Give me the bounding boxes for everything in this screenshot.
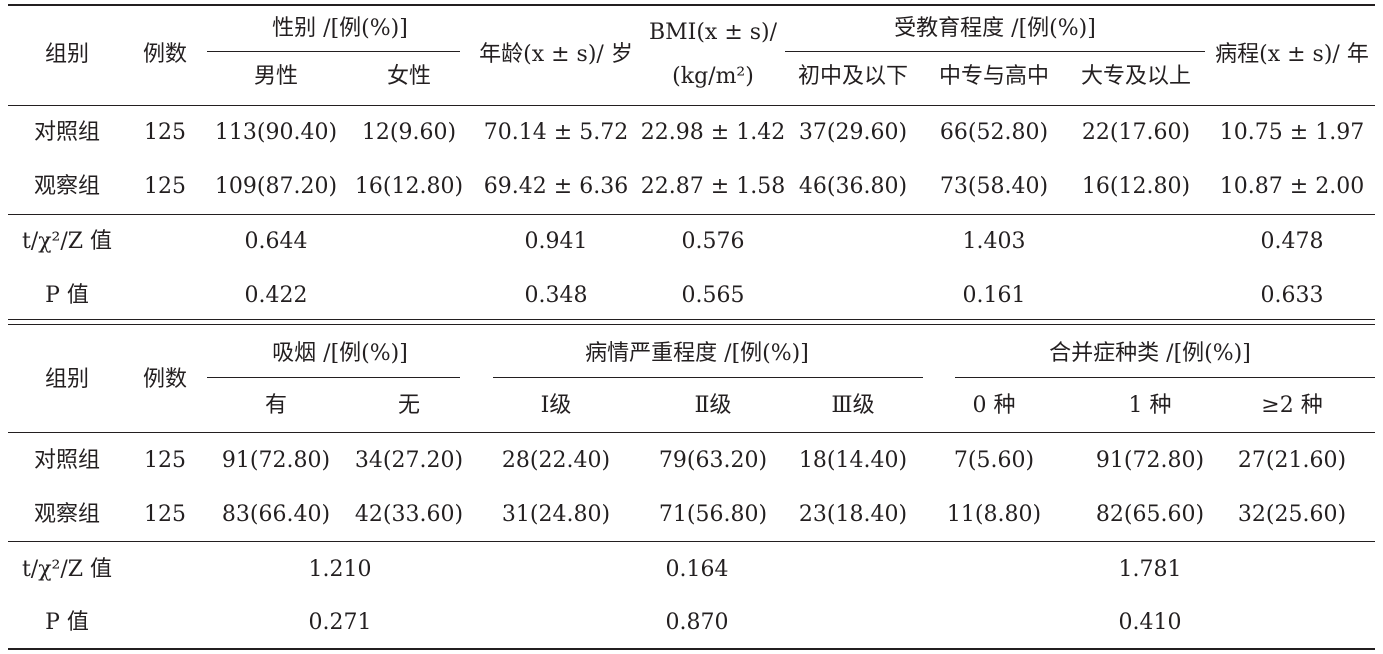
t1-p-education: 0.161 <box>962 283 1026 308</box>
table2-body-rule <box>8 541 1375 542</box>
table-divider-rule-2 <box>8 324 1375 325</box>
severity-span-rule <box>493 377 923 378</box>
t1-p-age: 0.348 <box>524 283 588 308</box>
t2-row2-group: 观察组 <box>33 502 101 527</box>
t2-row1-cases: 125 <box>144 448 186 473</box>
header-group: 组别 <box>44 42 90 67</box>
t1-p-gender: 0.422 <box>244 283 308 308</box>
header-age: 年龄(x ± s)/ 岁 <box>479 42 633 67</box>
t2-p-label: P 值 <box>45 610 89 635</box>
comorbidity-span-rule <box>955 377 1375 378</box>
t1-row2-bmi: 22.87 ± 1.58 <box>640 174 786 199</box>
t1-row2-edu-senior: 73(58.40) <box>939 174 1049 199</box>
t1-stat-education: 1.403 <box>962 229 1026 254</box>
table1-top-rule <box>8 4 1375 6</box>
header-grade3: Ⅲ级 <box>831 393 875 418</box>
t2-row2-comorb0: 11(8.80) <box>946 502 1042 527</box>
table2-header-rule <box>8 432 1375 433</box>
t1-row1-age: 70.14 ± 5.72 <box>483 120 629 145</box>
t2-row1-comorb0: 7(5.60) <box>953 448 1035 473</box>
t1-row2-age: 69.42 ± 6.36 <box>483 174 629 199</box>
t2-stat-comorbidity: 1.781 <box>1118 557 1182 582</box>
t1-stat-bmi: 0.576 <box>681 229 745 254</box>
t2-row1-comorb2: 27(21.60) <box>1237 448 1347 473</box>
t1-row2-edu-college: 16(12.80) <box>1081 174 1191 199</box>
header-comorbidity-0: 0 种 <box>972 393 1016 418</box>
t2-row2-grade1: 31(24.80) <box>501 502 611 527</box>
t1-p-course: 0.633 <box>1260 283 1324 308</box>
header-grade1: Ⅰ级 <box>540 393 572 418</box>
t1-stat-gender: 0.644 <box>244 229 308 254</box>
t2-row2-comorb1: 82(65.60) <box>1095 502 1205 527</box>
header-smoking: 吸烟 /[例(%)] <box>272 341 408 366</box>
t2-p-smoking: 0.271 <box>308 610 372 635</box>
t2-stat-smoking: 1.210 <box>308 557 372 582</box>
t2-p-comorbidity: 0.410 <box>1118 610 1182 635</box>
t1-row1-edu-college: 22(17.60) <box>1081 120 1191 145</box>
header-bmi-unit: (kg/m²) <box>672 64 754 89</box>
t2-row1-comorb1: 91(72.80) <box>1095 448 1205 473</box>
t1-row2-course: 10.87 ± 2.00 <box>1219 174 1365 199</box>
table2-bottom-rule <box>8 648 1375 650</box>
t2-row2-grade2: 71(56.80) <box>658 502 768 527</box>
t2-stat-severity: 0.164 <box>665 557 729 582</box>
header-bmi: BMI(x ± s)/ <box>648 20 778 45</box>
t2-stat-label: t/χ²/Z 值 <box>21 557 113 582</box>
t1-stat-label: t/χ²/Z 值 <box>21 229 113 254</box>
header-edu-college: 大专及以上 <box>1080 64 1192 89</box>
header-female: 女性 <box>386 64 432 89</box>
t2-row2-smoke-no: 42(33.60) <box>354 502 464 527</box>
t1-row2-female: 16(12.80) <box>354 174 464 199</box>
t2-p-severity: 0.870 <box>665 610 729 635</box>
table1-header-rule <box>8 105 1375 106</box>
header-comorbidity-2: ≥2 种 <box>1261 393 1323 418</box>
gender-span-rule <box>207 51 460 52</box>
t1-row1-male: 113(90.40) <box>214 120 338 145</box>
t1-stat-course: 0.478 <box>1260 229 1324 254</box>
header-edu-senior: 中专与高中 <box>938 64 1050 89</box>
t2-row2-comorb2: 32(25.60) <box>1237 502 1347 527</box>
t1-row1-course: 10.75 ± 1.97 <box>1219 120 1365 145</box>
t1-row2-edu-junior: 46(36.80) <box>798 174 908 199</box>
t2-row1-grade1: 28(22.40) <box>501 448 611 473</box>
t1-row1-female: 12(9.60) <box>361 120 457 145</box>
t2-row1-smoke-yes: 91(72.80) <box>221 448 331 473</box>
header-comorbidity: 合并症种类 /[例(%)] <box>1049 341 1251 366</box>
t1-row2-male: 109(87.20) <box>214 174 338 199</box>
t1-p-bmi: 0.565 <box>681 283 745 308</box>
t2-row1-smoke-no: 34(27.20) <box>354 448 464 473</box>
t1-stat-age: 0.941 <box>524 229 588 254</box>
header-cases: 例数 <box>142 42 188 67</box>
t2-header-cases: 例数 <box>142 367 188 392</box>
header-education: 受教育程度 /[例(%)] <box>894 16 1096 41</box>
t2-row2-smoke-yes: 83(66.40) <box>221 502 331 527</box>
t1-row2-cases: 125 <box>144 174 186 199</box>
header-severity: 病情严重程度 /[例(%)] <box>585 341 809 366</box>
t2-row2-grade3: 23(18.40) <box>798 502 908 527</box>
t1-row1-group: 对照组 <box>33 120 101 145</box>
t1-row2-group: 观察组 <box>33 174 101 199</box>
header-smoking-yes: 有 <box>264 393 288 418</box>
t1-row1-edu-senior: 66(52.80) <box>939 120 1049 145</box>
t2-row2-cases: 125 <box>144 502 186 527</box>
header-grade2: Ⅱ级 <box>694 393 732 418</box>
t1-row1-bmi: 22.98 ± 1.42 <box>640 120 786 145</box>
smoking-span-rule <box>207 377 460 378</box>
header-smoking-no: 无 <box>397 393 421 418</box>
table-divider-rule-1 <box>8 319 1375 320</box>
t1-row1-edu-junior: 37(29.60) <box>798 120 908 145</box>
header-edu-junior: 初中及以下 <box>797 64 909 89</box>
t2-header-group: 组别 <box>44 367 90 392</box>
t2-row1-grade3: 18(14.40) <box>798 448 908 473</box>
education-span-rule <box>785 51 1205 52</box>
header-comorbidity-1: 1 种 <box>1128 393 1172 418</box>
t2-row1-group: 对照组 <box>33 448 101 473</box>
t1-p-label: P 值 <box>45 283 89 308</box>
table1-body-rule <box>8 214 1375 215</box>
t2-row1-grade2: 79(63.20) <box>658 448 768 473</box>
header-course: 病程(x ± s)/ 年 <box>1215 42 1369 67</box>
header-gender: 性别 /[例(%)] <box>272 16 408 41</box>
header-male: 男性 <box>253 64 299 89</box>
t1-row1-cases: 125 <box>144 120 186 145</box>
